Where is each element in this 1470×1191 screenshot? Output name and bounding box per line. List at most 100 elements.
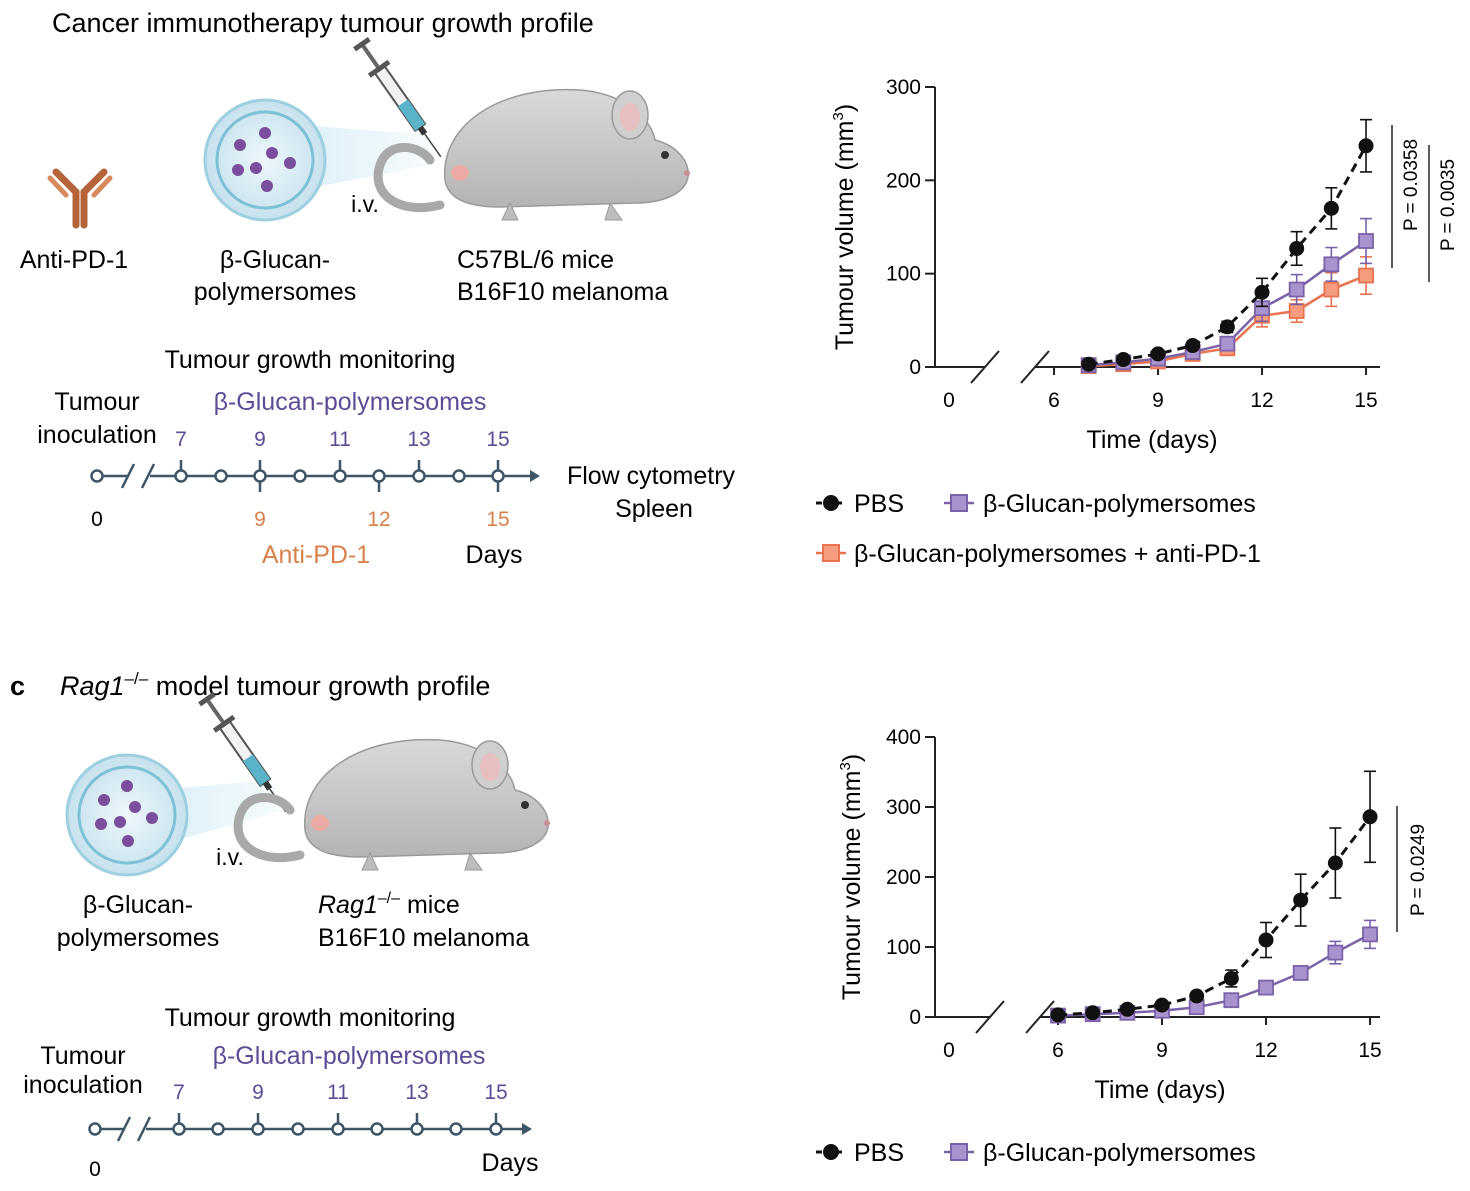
timeline-b-day: 15: [486, 428, 509, 451]
data-point: [1254, 284, 1270, 300]
legend-pbs-marker: [823, 1144, 839, 1160]
x-tick-label: 15: [1358, 1039, 1381, 1062]
data-point: [1219, 335, 1236, 352]
mouse-icon: [238, 740, 550, 870]
timeline-c-title: Tumour growth monitoring: [165, 1004, 456, 1032]
data-point: [1258, 979, 1274, 996]
y-axis-label-close: ): [831, 104, 859, 112]
x-tick-label: 9: [1152, 389, 1164, 412]
axis-break: [1025, 1000, 1055, 1034]
mouse-icon: [378, 90, 690, 220]
y-axis-label: Tumour volume (mm3): [837, 754, 866, 1000]
route-label: i.v.: [351, 191, 379, 217]
panel-c-title-italic: Rag1: [60, 671, 125, 701]
data-point: [1362, 926, 1378, 943]
y-tick-label: 400: [886, 726, 921, 749]
pvalue-brackets-b: P = 0.0358 P = 0.0035: [1391, 125, 1459, 282]
panel-c-title-rest: model tumour growth profile: [148, 671, 490, 701]
timeline-c-start-day: 0: [89, 1158, 101, 1181]
data-point: [1292, 965, 1309, 981]
y-tick-label: 100: [886, 263, 921, 286]
y-tick-label: 100: [886, 936, 921, 959]
timeline-b-treatment-label: β-Glucan-polymersomes: [214, 388, 487, 416]
pvalue-b-1: P = 0.0358: [1401, 139, 1422, 231]
axis-break: [1020, 350, 1050, 384]
timeline-b: Tumour growth monitoring Tumour inoculat…: [37, 346, 735, 569]
data-point: [1323, 200, 1339, 216]
panel-b: Cancer immunotherapy tumour growth profi…: [20, 8, 1459, 569]
mice-c-italic: Rag1: [318, 891, 378, 919]
timeline-b-antipd1-day: 9: [254, 508, 266, 531]
timeline-c-treatment-label: β-Glucan-polymersomes: [213, 1042, 486, 1070]
y-tick-label: 0: [909, 1006, 921, 1029]
data-point: [1323, 256, 1340, 273]
legend-bgp-marker: [950, 1143, 968, 1161]
y-tick-label: 300: [886, 76, 921, 99]
data-point: [1185, 338, 1201, 354]
x-axis-label: Time (days): [1094, 1076, 1225, 1104]
data-point: [1358, 138, 1374, 154]
pvalue-b-2: P = 0.0035: [1438, 159, 1459, 251]
x-tick-label: 6: [1048, 389, 1060, 412]
x-tick-label: 6: [1052, 1039, 1064, 1062]
petri-dish-icon: [203, 98, 327, 222]
series-line: [1057, 815, 1372, 1017]
legend-b: PBS β-Glucan-polymersomes β-Glucan-polym…: [816, 490, 1261, 568]
data-point: [1358, 233, 1374, 249]
legend-b-pbs: PBS: [854, 490, 904, 518]
series-pbs: [1050, 770, 1378, 1023]
beam-shape: [300, 125, 430, 190]
timeline-b-day: 9: [254, 428, 266, 451]
timeline-b-antipd1-day: 15: [486, 508, 509, 531]
legend-combo-marker: [822, 544, 840, 562]
panel-c-title-sup: –/–: [125, 669, 149, 688]
data-point: [1119, 1001, 1135, 1017]
mice-label-1: C57BL/6 mice: [457, 246, 614, 274]
data-point: [1293, 892, 1309, 908]
series-bgp: [1050, 919, 1378, 1024]
chart-b: 0 100 200 300 0 6 9 12 15 Time (days) Tumour volum…: [830, 76, 1380, 454]
mice-c-rest: mice: [400, 891, 460, 919]
timeline-c-day: 9: [252, 1081, 264, 1104]
panel-c-title: Rag1–/– model tumour growth profile: [60, 669, 490, 701]
x-axis-label: Time (days): [1086, 426, 1217, 454]
axis-break: [970, 350, 1000, 384]
antibody-icon: [47, 168, 113, 229]
data-point: [1223, 992, 1240, 1009]
y-axis-label-sup: 3: [830, 112, 847, 120]
data-point: [1327, 855, 1343, 871]
mice-c-sup: –/–: [378, 890, 400, 907]
series-line: [1057, 933, 1371, 1017]
y-axis-label-sup: 3: [837, 762, 854, 770]
timeline-b-start-day: 0: [91, 508, 103, 531]
x-tick-label: 12: [1254, 1039, 1277, 1062]
timeline-c-day: 15: [484, 1081, 507, 1104]
x-tick-label: 12: [1250, 389, 1273, 412]
timeline-b-antipd1-day: 12: [367, 508, 390, 531]
data-point: [1050, 1007, 1066, 1023]
data-point: [1288, 303, 1305, 319]
pvalue-c-1: P = 0.0249: [1408, 824, 1429, 916]
data-point: [1150, 346, 1166, 362]
legend-pbs-marker: [823, 495, 839, 511]
data-point: [1362, 809, 1378, 825]
data-point: [1258, 932, 1274, 948]
data-point: [1358, 267, 1374, 284]
panel-c: c Rag1–/– model tumour growth profile β-…: [10, 669, 1429, 1181]
timeline-b-day: 7: [175, 428, 187, 451]
legend-c: PBS β-Glucan-polymersomes: [816, 1139, 1256, 1167]
x-tick-label: 0: [943, 389, 955, 412]
data-point: [1323, 281, 1340, 298]
data-point: [1327, 944, 1344, 961]
mice-label-c-1: Rag1–/– mice: [318, 890, 460, 919]
petri-dish-icon: [65, 753, 189, 877]
timeline-b-day: 13: [407, 428, 430, 451]
timeline-b-endpoint-1: Flow cytometry: [567, 462, 736, 490]
x-tick-label: 0: [943, 1039, 955, 1062]
particle-label-2: polymersomes: [194, 278, 357, 306]
data-point: [1085, 1005, 1101, 1021]
timeline-c-day: 11: [327, 1081, 349, 1104]
timeline-b-title: Tumour growth monitoring: [165, 346, 456, 374]
route-label-c: i.v.: [216, 844, 244, 870]
axis-break: [975, 1000, 1005, 1034]
